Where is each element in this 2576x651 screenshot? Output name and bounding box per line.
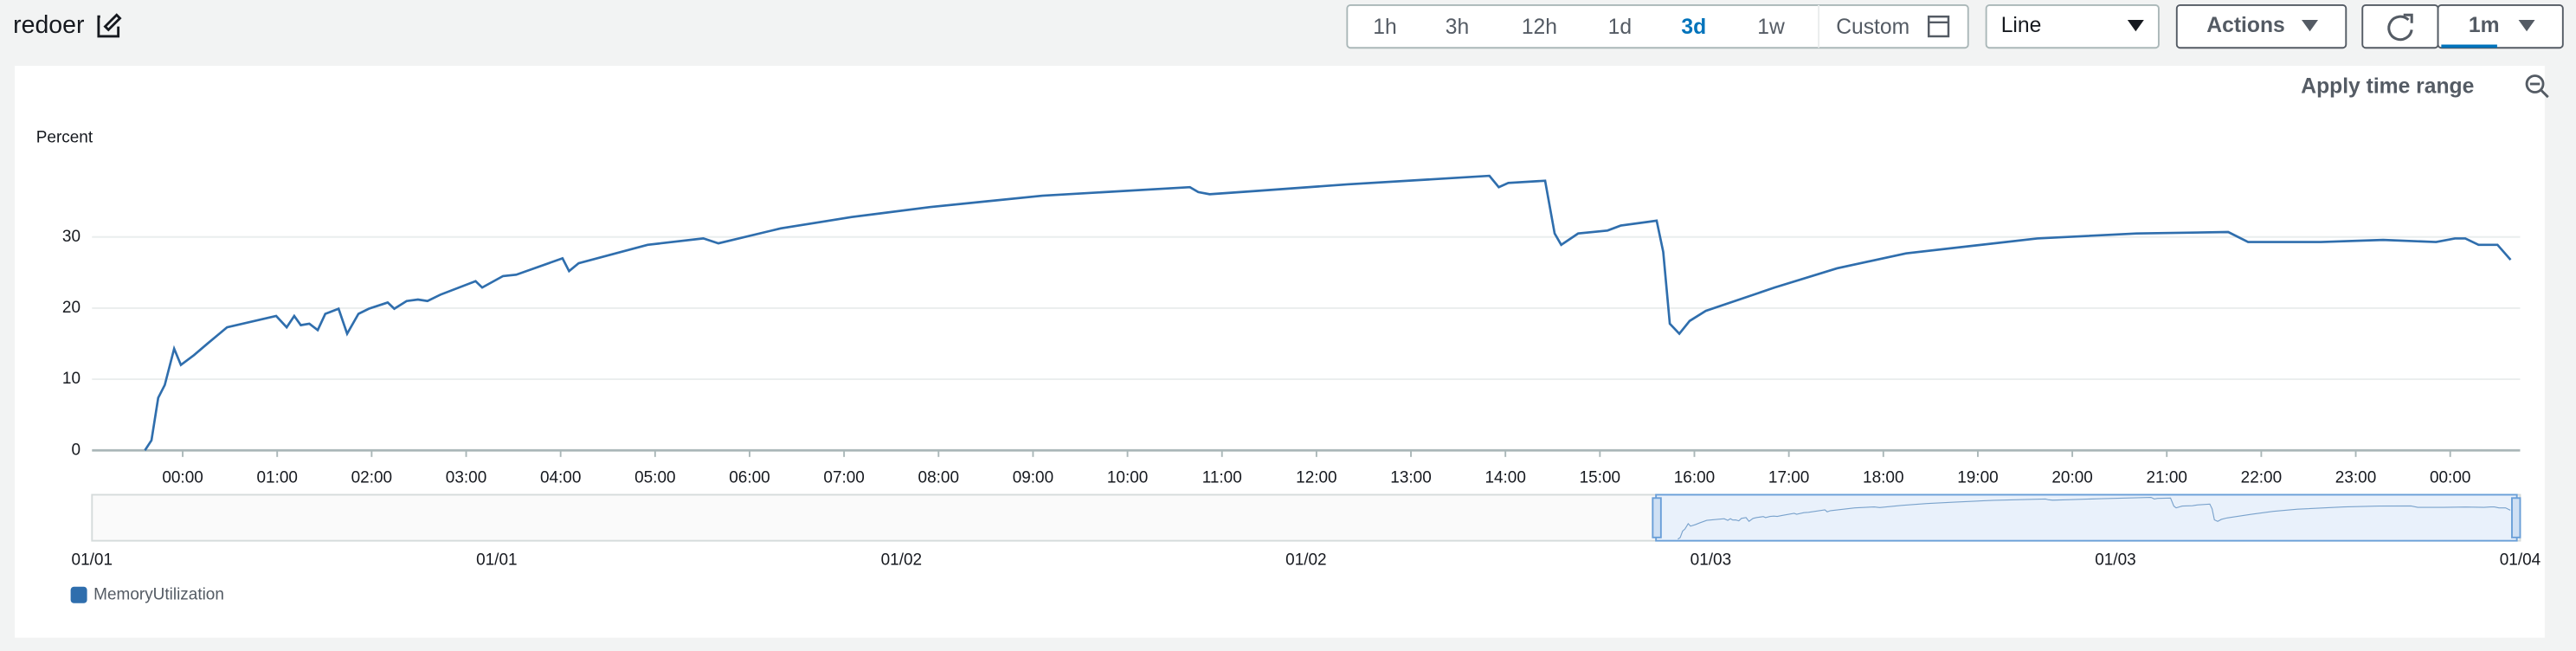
- x-tick-label: 11:00: [1202, 469, 1242, 487]
- x-tick-label: 00:00: [2430, 469, 2470, 487]
- y-tick-label: 20: [62, 299, 80, 317]
- widget-title: redoer: [13, 11, 84, 39]
- legend-swatch: [70, 586, 87, 603]
- series-line: [144, 174, 2512, 451]
- x-tick-label: 00:00: [162, 469, 203, 487]
- y-tick-label: 0: [71, 441, 80, 459]
- dropdown-arrow: [2302, 19, 2319, 32]
- navigator-label: 01/01: [476, 551, 517, 569]
- x-tick-label: 03:00: [446, 469, 486, 487]
- navigator-selection[interactable]: [1655, 493, 2518, 542]
- interval-label: 1m: [2469, 14, 2500, 37]
- x-tick-label: 16:00: [1674, 469, 1715, 487]
- navigator-label: 01/02: [881, 551, 922, 569]
- interval-dropdown[interactable]: [2437, 3, 2564, 49]
- y-tick-label: 10: [62, 370, 80, 388]
- x-tick-label: 12:00: [1296, 469, 1336, 487]
- x-tick-label: 05:00: [634, 469, 675, 487]
- x-tick-label: 17:00: [1768, 469, 1809, 487]
- x-tick-label: 14:00: [1484, 469, 1525, 487]
- legend-entry[interactable]: MemoryUtilization: [93, 585, 224, 603]
- x-tick-label: 18:00: [1863, 469, 1903, 487]
- x-tick-label: 09:00: [1013, 469, 1053, 487]
- x-tick-label: 23:00: [2335, 469, 2376, 487]
- x-tick-label: 08:00: [918, 469, 959, 487]
- edit-icon[interactable]: [97, 13, 122, 38]
- y-axis-label: Percent: [36, 129, 93, 147]
- dropdown-arrow: [2127, 19, 2144, 32]
- y-tick-label: 30: [62, 228, 80, 246]
- refresh-icon: [2403, 13, 2413, 23]
- x-tick-label: 22:00: [2241, 469, 2282, 487]
- x-tick-label: 13:00: [1390, 469, 1431, 487]
- navigator-label: 01/04: [2500, 551, 2541, 569]
- range-button[interactable]: 1h: [1373, 16, 1396, 39]
- navigator-label: 01/01: [72, 551, 113, 569]
- navigator-label: 01/03: [1690, 551, 1731, 569]
- refresh-button[interactable]: [2361, 3, 2439, 49]
- x-tick-label: 02:00: [351, 469, 392, 487]
- view-label: Line: [2001, 14, 2042, 37]
- x-tick-label: 04:00: [540, 469, 581, 487]
- x-tick-label: 21:00: [2147, 469, 2187, 487]
- navigator-label: 01/03: [2095, 551, 2135, 569]
- refresh-icon: [2387, 15, 2413, 42]
- x-tick-label: 01:00: [256, 469, 297, 487]
- actions-button[interactable]: [2175, 3, 2347, 49]
- apply-time-range[interactable]: Apply time range: [2301, 74, 2474, 98]
- dropdown-arrow: [2518, 19, 2535, 32]
- custom-button[interactable]: Custom: [1836, 16, 1909, 39]
- navigator-line: [1678, 496, 2511, 540]
- range-button[interactable]: 12h: [1522, 16, 1557, 39]
- range-button[interactable]: 3h: [1446, 16, 1469, 39]
- x-tick-label: 06:00: [729, 469, 770, 487]
- x-tick-label: 15:00: [1580, 469, 1620, 487]
- range-button[interactable]: 1w: [1757, 16, 1785, 39]
- range-group: [1346, 3, 1969, 49]
- zoom-out-icon[interactable]: [2525, 74, 2549, 99]
- navigator-label: 01/02: [1285, 551, 1326, 569]
- range-button[interactable]: 1d: [1608, 16, 1632, 39]
- view-dropdown[interactable]: [1985, 3, 2160, 49]
- actions-label: Actions: [2206, 14, 2284, 37]
- range-button[interactable]: 3d: [1681, 16, 1706, 39]
- navigator-handle[interactable]: [1652, 497, 1662, 538]
- x-tick-label: 20:00: [2051, 469, 2092, 487]
- chart-panel: [15, 66, 2545, 638]
- x-tick-label: 19:00: [1957, 469, 1998, 487]
- navigator-handle[interactable]: [2511, 497, 2521, 538]
- calendar-icon: [1927, 15, 1950, 38]
- x-tick-label: 10:00: [1107, 469, 1148, 487]
- x-tick-label: 07:00: [823, 469, 864, 487]
